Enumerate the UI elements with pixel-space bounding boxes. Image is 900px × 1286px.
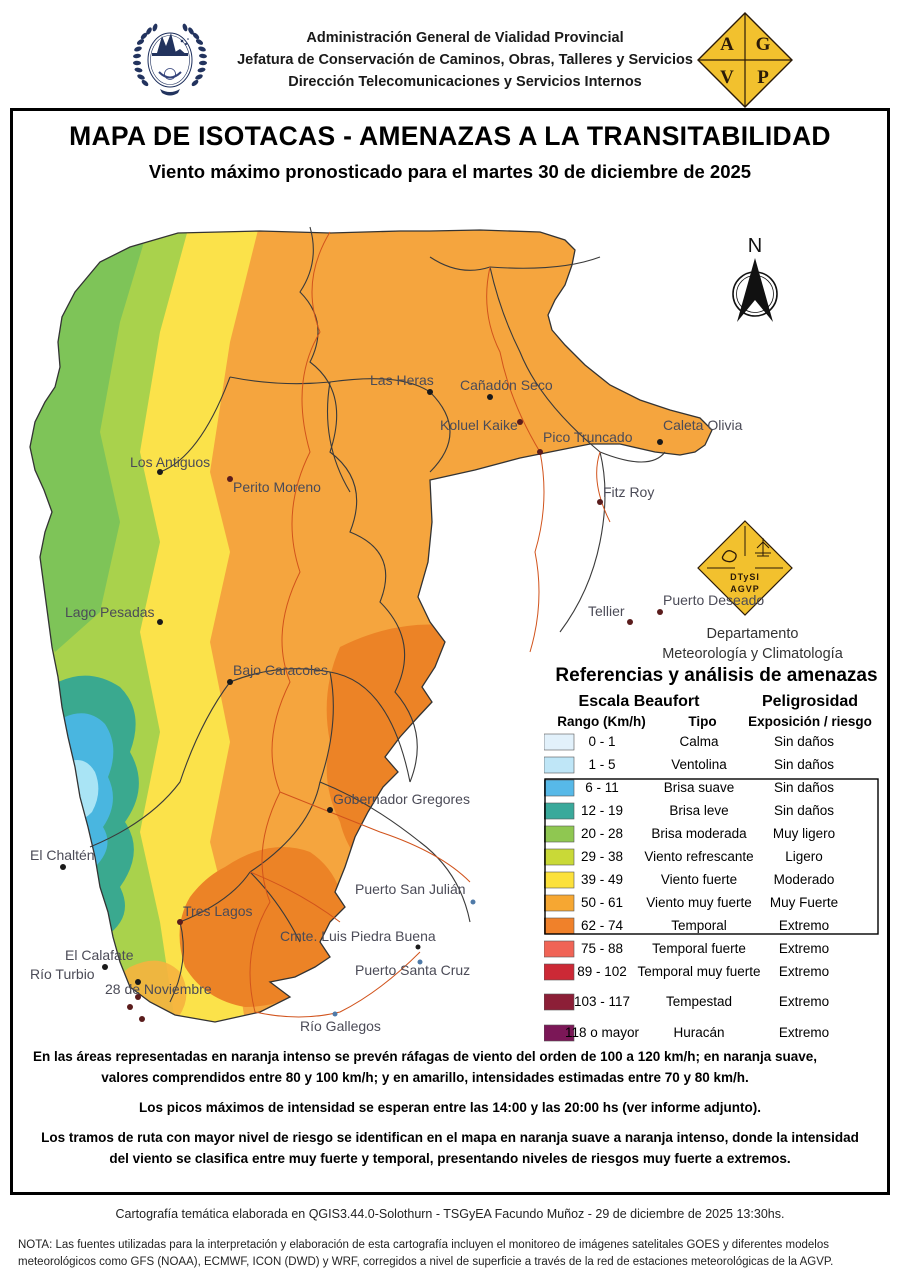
svg-text:Koluel Kaike: Koluel Kaike [440,417,518,433]
svg-text:28 de Noviembre: 28 de Noviembre [105,981,212,997]
svg-text:Lago Pesadas: Lago Pesadas [65,604,155,620]
svg-text:Perito Moreno: Perito Moreno [233,479,321,495]
svg-text:Los Antiguos: Los Antiguos [130,454,210,470]
svg-text:Fitz Roy: Fitz Roy [603,484,654,500]
svg-text:Puerto Deseado: Puerto Deseado [663,592,764,608]
svg-text:Tres Lagos: Tres Lagos [183,903,253,919]
svg-text:Cañadón Seco: Cañadón Seco [460,377,553,393]
svg-text:Río Gallegos: Río Gallegos [300,1018,381,1034]
svg-text:Cmte. Luis Piedra Buena: Cmte. Luis Piedra Buena [280,928,436,944]
svg-text:G: G [756,34,771,55]
svg-text:P: P [757,67,769,88]
svg-text:El Calafate: El Calafate [65,947,134,963]
svg-text:V: V [720,67,734,88]
svg-text:A: A [720,34,734,55]
svg-text:Gobernador Gregores: Gobernador Gregores [333,791,470,807]
svg-text:Pico Truncado: Pico Truncado [543,429,633,445]
svg-text:Puerto San Julián: Puerto San Julián [355,881,466,897]
svg-text:El Chaltén: El Chaltén [30,847,95,863]
svg-text:Bajo Caracoles: Bajo Caracoles [233,662,328,678]
svg-text:Puerto Santa Cruz: Puerto Santa Cruz [355,962,470,978]
svg-text:Río Turbio: Río Turbio [30,966,95,982]
svg-text:Caleta Olivia: Caleta Olivia [663,417,743,433]
svg-text:Tellier: Tellier [588,603,625,619]
svg-text:Las Heras: Las Heras [370,372,434,388]
